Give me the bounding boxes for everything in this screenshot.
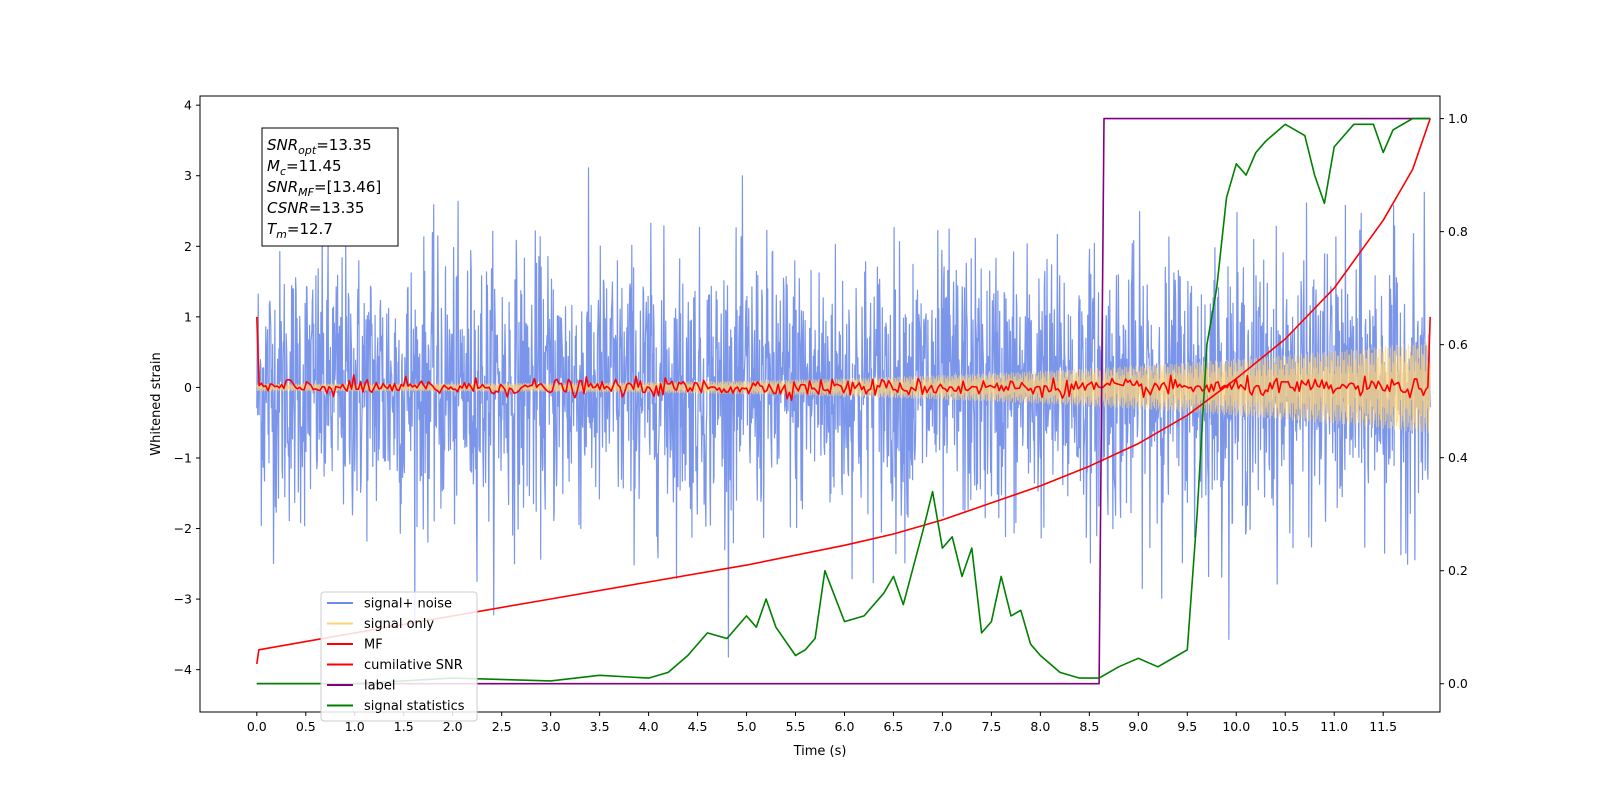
annotation-value: =12.7 xyxy=(287,220,333,238)
y-tick-label-left: 0 xyxy=(184,380,192,395)
series-cumilative-snr-line xyxy=(256,118,1431,665)
annotation-symbol: CSNR xyxy=(267,199,309,217)
annotation-value: =13.35 xyxy=(309,199,365,217)
y-axis-title: Whitened strain xyxy=(149,352,164,455)
annotation-subscript: c xyxy=(280,165,286,178)
legend-label: MF xyxy=(364,638,383,653)
annotation-line: Mc=11.45 xyxy=(267,157,342,178)
annotation-symbol: SNR xyxy=(267,178,298,196)
annotation-subscript: m xyxy=(276,228,287,241)
annotation-symbol: SNR xyxy=(267,136,298,154)
annotation-box: SNRopt=13.35Mc=11.45SNRMF=[13.46]CSNR=13… xyxy=(261,127,399,247)
y-tick-label-left: 3 xyxy=(184,168,192,183)
x-tick-label: 3.5 xyxy=(590,719,610,734)
legend-label: label xyxy=(364,679,395,694)
y-tick-label-right: 0.6 xyxy=(1448,337,1468,352)
x-tick-label: 2.5 xyxy=(492,719,512,734)
x-tick-label: 5.0 xyxy=(737,719,757,734)
annotation-line: CSNR=13.35 xyxy=(267,199,364,217)
legend: signal+ noise signal only MF cumilative SNR… xyxy=(320,591,478,722)
annotation-frame xyxy=(261,127,399,247)
y-tick-label-left: 4 xyxy=(184,98,192,113)
x-tick-label: 4.5 xyxy=(688,719,708,734)
series-mf-line xyxy=(256,316,1431,401)
y-tick-label-right: 0.0 xyxy=(1448,676,1468,691)
x-tick-label: 5.5 xyxy=(786,719,806,734)
y-tick-label-right: 0.4 xyxy=(1448,450,1468,465)
annotation-line: SNRopt=13.35 xyxy=(267,136,372,157)
y-tick-label-left: 2 xyxy=(184,239,192,254)
series-signal-statistics-line xyxy=(256,117,1431,685)
x-axis-title: Time (s) xyxy=(793,744,847,759)
y-axis-right: 1.0 0.8 0.6 0.4 0.2 0.0 xyxy=(1440,111,1468,691)
series-label-line xyxy=(256,117,1431,685)
y-tick-label-right: 0.2 xyxy=(1448,563,1468,578)
x-tick-label: 6.5 xyxy=(884,719,904,734)
legend-label: signal only xyxy=(364,617,434,632)
annotation-value: =[13.46] xyxy=(314,178,381,196)
x-tick-label: 0.0 xyxy=(247,719,267,734)
x-axis: 0.0 0.5 1.0 1.5 2.0 2.5 3.0 3.5 4.0 4.5 5.0 5.5 6.0 6… xyxy=(247,712,1397,734)
x-tick-label: 6.0 xyxy=(835,719,855,734)
legend-label: cumilative SNR xyxy=(364,658,463,673)
y-tick-label-left: −2 xyxy=(174,521,192,536)
plot-frame xyxy=(199,95,1441,713)
y-tick-label-right: 1.0 xyxy=(1448,111,1468,126)
annotation-value: =13.35 xyxy=(316,136,372,154)
x-tick-label: 10.0 xyxy=(1222,719,1250,734)
annotation-value: =11.45 xyxy=(286,157,342,175)
annotation-symbol: T xyxy=(267,220,278,238)
legend-label: signal statistics xyxy=(364,699,465,714)
annotation-subscript: MF xyxy=(298,186,314,199)
series-layer xyxy=(256,117,1431,685)
y-tick-label-left: 1 xyxy=(184,309,192,324)
series-signal-noise-line xyxy=(256,167,1431,658)
x-tick-label: 4.0 xyxy=(639,719,659,734)
x-tick-label: 11.0 xyxy=(1320,719,1348,734)
y-tick-label-left: −4 xyxy=(174,662,192,677)
x-tick-label: 8.0 xyxy=(1030,719,1050,734)
x-tick-label: 7.0 xyxy=(932,719,952,734)
x-tick-label: 0.5 xyxy=(296,719,316,734)
x-tick-label: 9.0 xyxy=(1128,719,1148,734)
x-tick-label: 1.0 xyxy=(345,719,365,734)
y-tick-label-left: −1 xyxy=(174,450,192,465)
x-tick-label: 7.5 xyxy=(981,719,1001,734)
annotation-line: Tm=12.7 xyxy=(267,220,333,241)
x-tick-label: 11.5 xyxy=(1369,719,1397,734)
legend-frame xyxy=(320,591,478,722)
annotation-line: SNRMF=[13.46] xyxy=(267,178,381,199)
x-tick-label: 1.5 xyxy=(394,719,414,734)
legend-label: signal+ noise xyxy=(364,597,452,612)
annotation-symbol: M xyxy=(267,157,280,175)
x-tick-label: 8.5 xyxy=(1079,719,1099,734)
x-tick-label: 3.0 xyxy=(541,719,561,734)
annotation-subscript: opt xyxy=(298,144,317,157)
y-axis-left: 4 3 2 1 0 −1 −2 −3 −4 xyxy=(174,98,200,677)
y-tick-label-right: 0.8 xyxy=(1448,224,1468,239)
x-tick-label: 2.0 xyxy=(443,719,463,734)
y-tick-label-left: −3 xyxy=(174,592,192,607)
x-tick-label: 10.5 xyxy=(1271,719,1299,734)
x-tick-label: 9.5 xyxy=(1177,719,1197,734)
